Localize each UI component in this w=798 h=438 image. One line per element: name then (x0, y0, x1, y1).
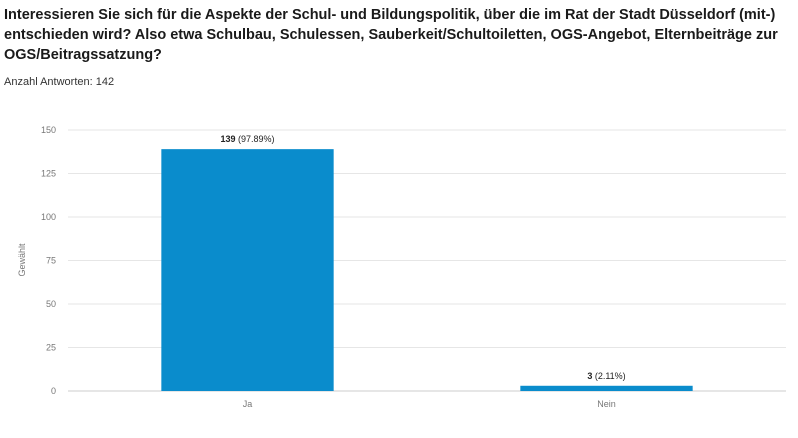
bar-nein (520, 385, 693, 391)
y-tick-label-100: 100 (41, 212, 56, 222)
data-label-nein: 3 (2.11%) (587, 371, 625, 381)
bar-ja (161, 149, 334, 391)
y-tick-label-0: 0 (51, 386, 56, 396)
data-label-percent: (2.11%) (592, 371, 625, 381)
y-tick-label-75: 75 (46, 256, 56, 266)
y-tick-label-25: 25 (46, 343, 56, 353)
y-tick-label-150: 150 (41, 125, 56, 135)
bars (161, 149, 693, 391)
x-axis-ticks: Ja Nein (243, 399, 616, 409)
y-axis-title: Gewählt (17, 243, 27, 277)
x-tick-label-ja: Ja (243, 399, 253, 409)
y-tick-label-50: 50 (46, 299, 56, 309)
data-label-percent: (97.89%) (236, 134, 275, 144)
y-axis-ticks: 0 25 50 75 100 125 150 (41, 125, 56, 396)
answers-count: Anzahl Antworten: 142 (4, 76, 115, 88)
data-labels: 139 (97.89%) 3 (2.11%) (220, 134, 625, 381)
data-label-count: 3 (587, 371, 592, 381)
y-tick-label-125: 125 (41, 169, 56, 179)
data-label-count: 139 (220, 134, 235, 144)
x-tick-label-nein: Nein (597, 399, 616, 409)
question-title: Interessieren Sie sich für die Aspekte d… (4, 7, 778, 63)
data-label-ja: 139 (97.89%) (220, 134, 274, 144)
